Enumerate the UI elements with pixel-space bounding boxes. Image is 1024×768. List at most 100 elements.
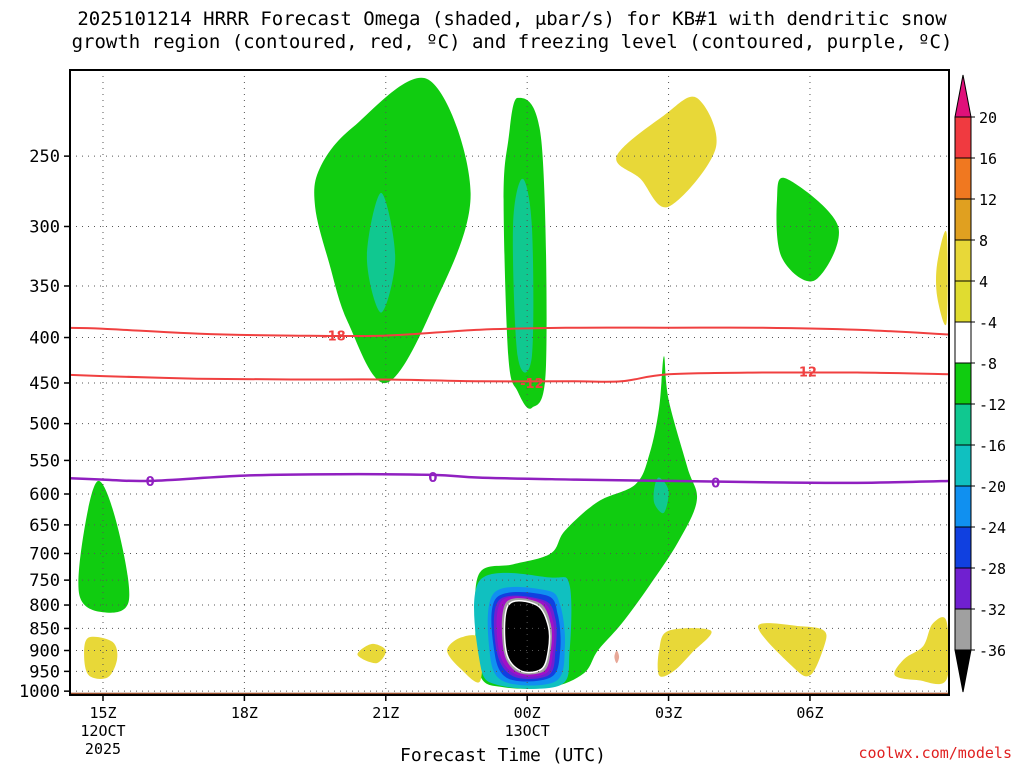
freezing-label-0: 0 xyxy=(146,475,155,490)
credit-link[interactable]: coolwx.com/models xyxy=(858,744,1012,762)
colorbar-label-4: 4 xyxy=(979,273,988,291)
y-tick-label-650: 650 xyxy=(29,516,60,536)
grid-layer xyxy=(70,70,949,695)
dgz-label-1b-text: -12 xyxy=(793,366,817,381)
colorbar-label-8: -16 xyxy=(979,437,1006,455)
freezing-label-2-text: 0 xyxy=(711,476,720,491)
freezing-label-2: 0 xyxy=(711,476,720,491)
colorbar: 20 16 12 8 4 -4 -8 -12 -16 -20 -24 -28 -32 -36 xyxy=(954,74,1006,693)
y-tick-label-350: 350 xyxy=(29,277,60,297)
y-tick-label-800: 800 xyxy=(29,596,60,616)
colorbar-label-13: -36 xyxy=(979,642,1006,660)
x-tick-label-18Z: 18Z xyxy=(231,704,258,722)
omega-region-1 xyxy=(366,192,396,313)
omega-region-7 xyxy=(653,477,669,514)
colorbar-bin-12 xyxy=(954,608,972,651)
dgz-label-0a: -18 xyxy=(322,330,346,345)
y-tick-label-850: 850 xyxy=(29,619,60,639)
colorbar-bin-8 xyxy=(954,444,972,487)
omega-region-22 xyxy=(504,600,550,673)
title-line-2: growth region (contoured, red, ºC) and f… xyxy=(71,31,953,53)
dgz-line-0 xyxy=(70,326,949,338)
freezing-label-1: 0 xyxy=(428,471,437,486)
colorbar-label-5: -4 xyxy=(979,314,997,332)
colorbar-bin-5 xyxy=(954,321,972,364)
colorbar-label-1: 16 xyxy=(979,150,997,168)
colorbar-bin-1 xyxy=(954,157,972,200)
omega-region-5 xyxy=(78,480,130,613)
omega-shading-layer xyxy=(78,77,949,689)
y-tick-label-750: 750 xyxy=(29,571,60,591)
y-tick-label-450: 450 xyxy=(29,374,60,394)
colorbar-bin-10 xyxy=(954,526,972,569)
omega-region-9 xyxy=(357,643,386,664)
omega-region-14 xyxy=(616,96,717,208)
colorbar-bin-0 xyxy=(954,116,972,159)
x-tick-date-15Z: 12OCT xyxy=(80,722,125,740)
freezing-label-1-text: 0 xyxy=(428,471,437,486)
colorbar-bin-6 xyxy=(954,362,972,405)
omega-region-0 xyxy=(314,77,471,384)
colorbar-top-arrow xyxy=(954,74,972,118)
y-tick-label-950: 950 xyxy=(29,662,60,682)
y-tick-label-400: 400 xyxy=(29,329,60,349)
y-tick-label-550: 550 xyxy=(29,451,60,471)
ground-fill xyxy=(70,692,949,695)
omega-region-12 xyxy=(758,623,827,677)
colorbar-label-0: 20 xyxy=(979,109,997,127)
colorbar-label-12: -32 xyxy=(979,601,1006,619)
title-line-1: 2025101214 HRRR Forecast Omega (shaded, … xyxy=(77,8,947,30)
y-tick-label-700: 700 xyxy=(29,545,60,565)
colorbar-label-10: -24 xyxy=(979,519,1006,537)
colorbar-bin-11 xyxy=(954,567,972,610)
omega-region-23 xyxy=(614,650,620,664)
x-tick-label-21Z: 21Z xyxy=(372,704,399,722)
freezing-level-line xyxy=(70,472,949,485)
colorbar-bin-3 xyxy=(954,239,972,282)
omega-region-3 xyxy=(512,178,534,373)
colorbar-bin-7 xyxy=(954,403,972,446)
x-tick-label-03Z: 03Z xyxy=(655,704,682,722)
omega-region-13 xyxy=(894,617,949,685)
x-axis-label: Forecast Time (UTC) xyxy=(400,745,606,766)
y-axis: 2503003504004505005506006507007508008509… xyxy=(19,147,70,702)
colorbar-label-11: -28 xyxy=(979,560,1006,578)
contour-layer xyxy=(70,326,949,485)
colorbar-bin-4 xyxy=(954,280,972,323)
y-tick-label-500: 500 xyxy=(29,415,60,435)
x-tick-label-15Z: 15Z xyxy=(89,704,116,722)
y-tick-label-1000: 1000 xyxy=(19,682,60,702)
chart-title: 2025101214 HRRR Forecast Omega (shaded, … xyxy=(0,8,1024,54)
colorbar-bin-2 xyxy=(954,198,972,241)
y-tick-label-600: 600 xyxy=(29,485,60,505)
y-tick-label-250: 250 xyxy=(29,147,60,167)
x-tick-label-06Z: 06Z xyxy=(796,704,823,722)
dgz-label-1b: -12 xyxy=(793,366,817,381)
x-tick-date-00Z: 13OCT xyxy=(505,722,550,740)
y-tick-label-300: 300 xyxy=(29,217,60,237)
omega-region-11 xyxy=(657,628,712,677)
omega-region-8 xyxy=(84,636,118,679)
colorbar-bottom-arrow xyxy=(954,649,972,693)
colorbar-label-6: -8 xyxy=(979,355,997,373)
omega-region-10 xyxy=(447,635,483,683)
freezing-label-0-text: 0 xyxy=(146,475,155,490)
dgz-label-1a: -12 xyxy=(520,377,544,392)
omega-core-outline xyxy=(503,600,551,674)
x-tick-year-15Z: 2025 xyxy=(85,740,121,758)
ground-layer xyxy=(70,692,949,695)
colorbar-bin-9 xyxy=(954,485,972,528)
dgz-label-0a-text: -18 xyxy=(322,330,346,345)
colorbar-label-9: -20 xyxy=(979,478,1006,496)
colorbar-label-3: 8 xyxy=(979,232,988,250)
dgz-label-1a-text: -12 xyxy=(520,377,544,392)
colorbar-label-2: 12 xyxy=(979,191,997,209)
contour-labels-layer: -18 -12 -12 0 0 0 xyxy=(146,330,817,492)
y-tick-label-900: 900 xyxy=(29,641,60,661)
omega-region-4 xyxy=(776,177,839,282)
x-tick-label-00Z: 00Z xyxy=(514,704,541,722)
omega-region-15 xyxy=(936,230,948,326)
dgz-line-1 xyxy=(70,371,949,383)
